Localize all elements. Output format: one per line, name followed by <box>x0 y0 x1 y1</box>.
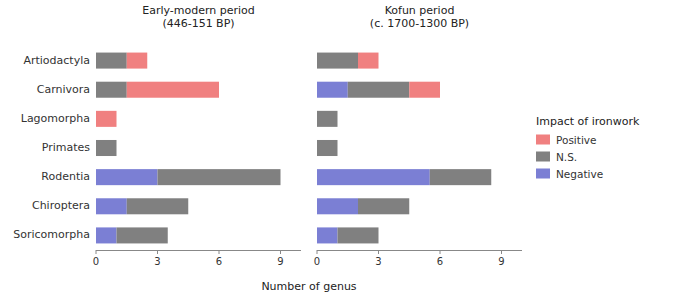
x-axis-line <box>317 250 522 251</box>
bar-segment <box>491 169 492 185</box>
title-line: Kofun period <box>385 4 455 17</box>
bar-segment <box>96 53 127 69</box>
legend-swatch <box>536 135 550 145</box>
legend-title: Impact of ironwork <box>536 115 640 128</box>
x-tick-label: 3 <box>375 256 381 267</box>
bar-segment <box>337 140 338 156</box>
bar-segment <box>96 140 117 156</box>
x-tick-label: 3 <box>154 256 160 267</box>
bar-segment <box>117 227 168 243</box>
x-axis-line <box>96 250 301 251</box>
bar-segment <box>96 82 127 98</box>
bar-segment <box>317 198 358 214</box>
bar-segment <box>188 198 189 214</box>
bar-segment <box>280 169 281 185</box>
x-tick-label: 6 <box>437 256 443 267</box>
bar-segment <box>430 169 492 185</box>
bar-segment <box>317 169 430 185</box>
x-tick <box>157 250 158 254</box>
category-label: Soricomorpha <box>13 228 90 241</box>
bar-segment <box>338 227 379 243</box>
x-tick <box>219 250 220 254</box>
bar-segment <box>317 111 338 127</box>
panel-title: Early-modern period(446-151 BP) <box>142 4 255 30</box>
bar-segment <box>409 198 410 214</box>
bar-segment <box>337 111 338 127</box>
bar-segment <box>96 169 158 185</box>
category-label: Primates <box>42 141 91 154</box>
bar-segment <box>348 82 410 98</box>
x-tick-label: 9 <box>498 256 504 267</box>
bar-segment <box>96 111 117 127</box>
bar-segment <box>317 53 358 69</box>
bar-segment <box>158 169 281 185</box>
x-axis-label: Number of genus <box>261 280 356 293</box>
category-label: Lagomorpha <box>21 112 90 125</box>
category-label: Chiroptera <box>32 199 90 212</box>
bars <box>317 53 491 244</box>
bar-segment <box>378 227 379 243</box>
legend-label: Positive <box>556 134 596 146</box>
x-tick <box>280 250 281 254</box>
bar-segment <box>409 82 440 98</box>
legend-label: Negative <box>556 168 603 180</box>
legend-label: N.S. <box>556 151 577 163</box>
bar-segment <box>96 227 117 243</box>
bar-segment <box>127 53 148 69</box>
title-line: Early-modern period <box>142 4 255 17</box>
x-tick-label: 9 <box>277 256 283 267</box>
x-tick-label: 0 <box>93 256 99 267</box>
x-tick-label: 6 <box>216 256 222 267</box>
title-line: (446-151 BP) <box>162 17 234 30</box>
chart: Early-modern period(446-151 BP) Soricomor… <box>0 0 680 302</box>
bar-segment <box>127 198 189 214</box>
legend-swatch <box>536 152 550 162</box>
panel-title: Kofun period(c. 1700-1300 BP) <box>370 4 469 30</box>
bar-segment <box>317 82 348 98</box>
x-tick <box>317 250 318 254</box>
bar-segment <box>116 140 117 156</box>
bar-segment <box>358 53 379 69</box>
x-tick <box>501 250 502 254</box>
x-tick <box>96 250 97 254</box>
title-line: (c. 1700-1300 BP) <box>370 17 469 30</box>
category-label: Artiodactyla <box>23 54 90 67</box>
x-tick <box>378 250 379 254</box>
bars <box>96 53 281 244</box>
bar-segment <box>167 227 168 243</box>
bar-segment <box>358 198 409 214</box>
category-label: Rodentia <box>41 170 90 183</box>
x-tick-label: 0 <box>314 256 320 267</box>
category-label: Carnivora <box>37 83 90 96</box>
legend-swatch <box>536 169 550 179</box>
bar-segment <box>317 227 338 243</box>
x-tick <box>440 250 441 254</box>
bar-segment <box>317 140 338 156</box>
bar-segment <box>96 198 127 214</box>
bar-segment <box>127 82 219 98</box>
